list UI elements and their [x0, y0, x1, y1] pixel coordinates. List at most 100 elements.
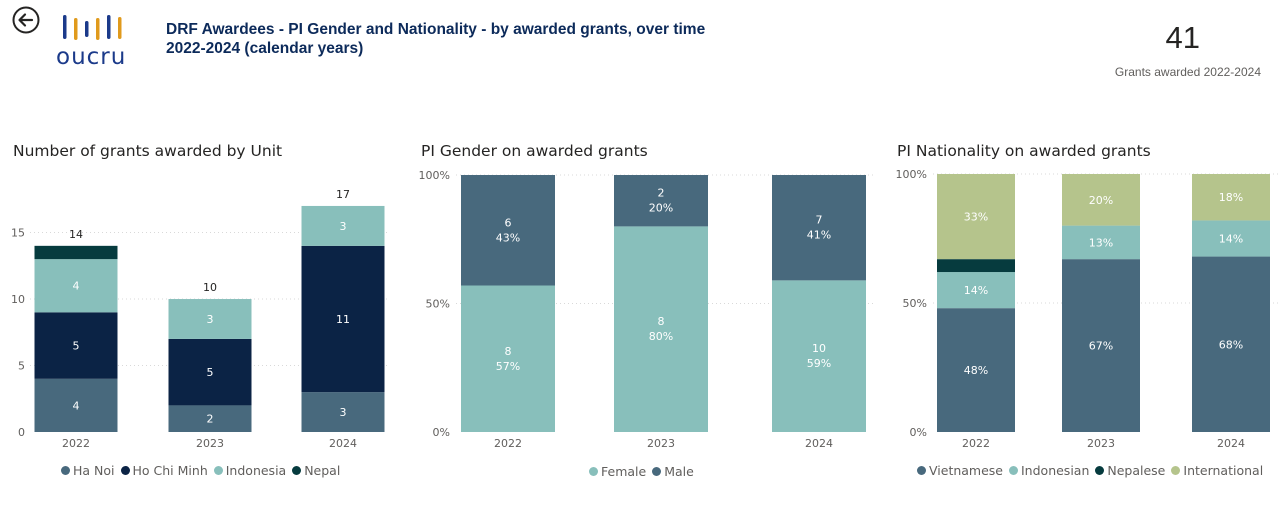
legend-marker — [1009, 466, 1018, 475]
bar-segment-male — [614, 175, 708, 227]
legend-marker — [917, 466, 926, 475]
y-tick-label: 50% — [426, 298, 450, 311]
legend-label: Ho Chi Minh — [132, 463, 208, 478]
data-label: 2 — [658, 187, 665, 200]
page-title: DRF Awardees - PI Gender and Nationality… — [166, 21, 706, 38]
y-tick-label: 100% — [419, 169, 450, 182]
bar-segment-nepal — [34, 245, 118, 260]
bar-segment-vietnamese — [937, 308, 1015, 432]
legend-marker — [1171, 466, 1181, 475]
units-legend: Ha Noi Ho Chi Minh Indonesia Nepal — [61, 463, 342, 478]
kpi-label: Grants awarded 2022-2024 — [1114, 65, 1261, 79]
data-label: 43% — [496, 231, 520, 244]
bar-segment-indonesia — [168, 299, 252, 339]
bar-segment-ho_chi_minh — [34, 312, 118, 379]
bar-segment-ho_chi_minh — [301, 245, 385, 393]
x-tick-label: 2022 — [62, 437, 90, 450]
back-arrow-icon[interactable] — [12, 6, 40, 34]
chart-title-gender: PI Gender on awarded grants — [421, 142, 648, 160]
x-tick-label: 2022 — [962, 437, 990, 450]
legend-label: Male — [664, 464, 694, 479]
data-label: 3 — [340, 406, 347, 419]
data-label: 10 — [812, 342, 826, 355]
nationality-bar-chart: 0% 50% 100% 48% 14% 33% 2022 67% 13% 20% 2023 68% 14… — [896, 168, 1280, 450]
oucru-logo-icon — [63, 15, 122, 40]
bar-segment-vietnamese — [1192, 256, 1270, 432]
bar-segment-nepalese — [937, 259, 1015, 273]
page-subtitle: 2022-2024 (calendar years) — [166, 40, 364, 57]
x-tick-label: 2023 — [196, 437, 224, 450]
bar-segment-vietnamese — [1062, 259, 1140, 432]
data-label: 57% — [496, 360, 520, 373]
chart-title-units: Number of grants awarded by Unit — [13, 142, 283, 160]
y-tick-label: 0% — [433, 426, 450, 439]
legend-item-female[interactable]: Female — [589, 464, 646, 479]
data-label: 41% — [807, 229, 831, 242]
x-tick-label: 2024 — [1217, 437, 1245, 450]
y-tick-label: 10 — [11, 293, 25, 306]
y-tick-label: 5 — [18, 360, 25, 373]
data-label: 59% — [807, 357, 831, 370]
y-tick-label: 50% — [903, 297, 927, 310]
bar-segment-female — [772, 280, 866, 432]
legend-label: Female — [601, 464, 647, 479]
x-tick-label: 2024 — [805, 437, 833, 450]
legend-item-nepalese[interactable]: Nepalese — [1095, 463, 1165, 478]
data-label: 8 — [658, 315, 665, 328]
legend-marker — [61, 466, 70, 475]
legend-label: International — [1183, 463, 1264, 478]
units-bar-chart: 0 5 10 15 4 5 4 14 2022 2 5 3 10 2023 3 11 3 17 2024 — [11, 188, 390, 450]
bar-segment-international — [1062, 174, 1140, 226]
total-label: 17 — [336, 188, 350, 201]
legend-label: Ha Noi — [73, 463, 115, 478]
data-label: 3 — [207, 313, 214, 326]
data-label: 7 — [816, 214, 823, 227]
legend-item-ha_noi[interactable]: Ha Noi — [61, 463, 115, 478]
bar-segment-ha_noi — [301, 392, 385, 432]
legend-marker — [120, 466, 130, 475]
data-label: 14% — [1219, 233, 1243, 246]
legend-item-nepal[interactable]: Nepal — [292, 463, 340, 478]
legend-marker — [652, 467, 662, 476]
data-label: 4 — [73, 399, 80, 412]
bar-segment-ho_chi_minh — [168, 338, 252, 406]
legend-label: Indonesian — [1021, 463, 1090, 478]
x-tick-label: 2024 — [329, 437, 357, 450]
legend-item-male[interactable]: Male — [652, 464, 694, 479]
legend-item-indonesian[interactable]: Indonesian — [1009, 463, 1089, 478]
legend-label: Nepal — [304, 463, 341, 478]
total-label: 14 — [69, 228, 83, 241]
legend-item-ho_chi_minh[interactable]: Ho Chi Minh — [120, 463, 208, 478]
bar-segment-indonesian — [937, 272, 1015, 309]
data-label: 11 — [336, 313, 350, 326]
data-label: 6 — [505, 216, 512, 229]
data-label: 80% — [649, 330, 673, 343]
nationality-legend: Vietnamese Indonesian Nepalese Internationa… — [917, 463, 1265, 478]
gender-bar-chart: 0% 50% 100% 8 57% 6 43% 2022 8 80% 2 20% 2023 10 59% 7 4… — [419, 169, 875, 450]
legend-marker — [1095, 466, 1105, 475]
data-label: 4 — [73, 280, 80, 293]
data-label: 67% — [1089, 340, 1113, 353]
data-label: 5 — [73, 340, 80, 353]
y-tick-label: 15 — [11, 227, 25, 240]
bar-segment-indonesian — [1062, 225, 1140, 260]
data-label: 3 — [340, 220, 347, 233]
data-label: 20% — [1089, 194, 1113, 207]
bar-segment-ha_noi — [34, 378, 118, 432]
bar-segment-male — [461, 175, 555, 286]
legend-item-international[interactable]: International — [1171, 463, 1263, 478]
x-tick-label: 2022 — [494, 437, 522, 450]
y-tick-label: 100% — [896, 168, 927, 181]
data-label: 18% — [1219, 191, 1243, 204]
bar-segment-indonesia — [301, 205, 385, 246]
bar-segment-indonesian — [1192, 220, 1270, 257]
legend-label: Indonesia — [225, 463, 287, 478]
data-label: 5 — [207, 366, 214, 379]
data-label: 2 — [207, 413, 214, 426]
legend-item-vietnamese[interactable]: Vietnamese — [917, 463, 1003, 478]
bar-segment-male — [772, 175, 866, 281]
legend-marker — [213, 466, 223, 475]
data-label: 20% — [649, 202, 673, 215]
legend-marker — [589, 467, 598, 476]
legend-item-indonesia[interactable]: Indonesia — [213, 463, 287, 478]
